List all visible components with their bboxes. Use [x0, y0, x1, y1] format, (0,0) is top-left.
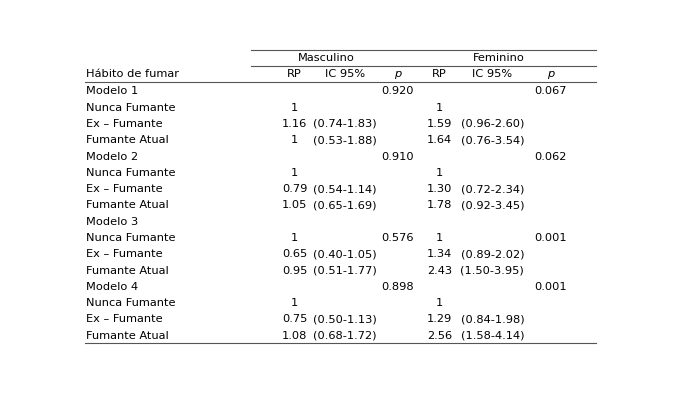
Text: 0.75: 0.75	[282, 314, 307, 324]
Text: Modelo 1: Modelo 1	[86, 86, 138, 96]
Text: 0.067: 0.067	[534, 86, 566, 96]
Text: (0.92-3.45): (0.92-3.45)	[460, 200, 524, 210]
Text: 1: 1	[291, 135, 299, 145]
Text: p: p	[547, 69, 554, 79]
Text: p: p	[394, 69, 401, 79]
Text: 0.062: 0.062	[534, 151, 566, 161]
Text: Nunca Fumante: Nunca Fumante	[86, 168, 175, 177]
Text: 1.34: 1.34	[427, 249, 452, 259]
Text: Ex – Fumante: Ex – Fumante	[86, 119, 163, 129]
Text: Ex – Fumante: Ex – Fumante	[86, 249, 163, 259]
Text: (0.72-2.34): (0.72-2.34)	[460, 184, 524, 194]
Text: IC 95%: IC 95%	[325, 69, 365, 79]
Text: 1: 1	[436, 102, 443, 112]
Text: 1: 1	[291, 233, 299, 243]
Text: 2.43: 2.43	[427, 265, 452, 275]
Text: (0.65-1.69): (0.65-1.69)	[313, 200, 377, 210]
Text: 1: 1	[291, 168, 299, 177]
Text: (0.50-1.13): (0.50-1.13)	[313, 314, 377, 324]
Text: 0.65: 0.65	[282, 249, 307, 259]
Text: 0.898: 0.898	[381, 281, 414, 291]
Text: Fumante Atual: Fumante Atual	[86, 200, 169, 210]
Text: Modelo 3: Modelo 3	[86, 216, 138, 226]
Text: Fumante Atual: Fumante Atual	[86, 135, 169, 145]
Text: Ex – Fumante: Ex – Fumante	[86, 184, 163, 194]
Text: (1.58-4.14): (1.58-4.14)	[460, 330, 524, 340]
Text: (0.74-1.83): (0.74-1.83)	[313, 119, 377, 129]
Text: 1: 1	[436, 233, 443, 243]
Text: 0.79: 0.79	[282, 184, 307, 194]
Text: Modelo 2: Modelo 2	[86, 151, 138, 161]
Text: (0.54-1.14): (0.54-1.14)	[313, 184, 377, 194]
Text: 0.95: 0.95	[282, 265, 307, 275]
Text: 1: 1	[291, 298, 299, 308]
Text: 1.29: 1.29	[427, 314, 452, 324]
Text: 1.59: 1.59	[427, 119, 452, 129]
Text: 0.001: 0.001	[534, 233, 566, 243]
Text: 1.78: 1.78	[427, 200, 452, 210]
Text: 1.08: 1.08	[282, 330, 307, 340]
Text: (1.50-3.95): (1.50-3.95)	[460, 265, 524, 275]
Text: 1.16: 1.16	[282, 119, 307, 129]
Text: 0.001: 0.001	[534, 281, 566, 291]
Text: Nunca Fumante: Nunca Fumante	[86, 298, 175, 308]
Text: (0.51-1.77): (0.51-1.77)	[313, 265, 377, 275]
Text: 1: 1	[436, 298, 443, 308]
Text: (0.40-1.05): (0.40-1.05)	[313, 249, 377, 259]
Text: (0.84-1.98): (0.84-1.98)	[460, 314, 524, 324]
Text: (0.89-2.02): (0.89-2.02)	[460, 249, 524, 259]
Text: Feminino: Feminino	[473, 53, 525, 63]
Text: Fumante Atual: Fumante Atual	[86, 265, 169, 275]
Text: 1: 1	[291, 102, 299, 112]
Text: 0.920: 0.920	[381, 86, 413, 96]
Text: 1: 1	[436, 168, 443, 177]
Text: Fumante Atual: Fumante Atual	[86, 330, 169, 340]
Text: Nunca Fumante: Nunca Fumante	[86, 102, 175, 112]
Text: 1.30: 1.30	[427, 184, 452, 194]
Text: Masculino: Masculino	[298, 53, 354, 63]
Text: Modelo 4: Modelo 4	[86, 281, 138, 291]
Text: 0.910: 0.910	[381, 151, 414, 161]
Text: (0.53-1.88): (0.53-1.88)	[313, 135, 377, 145]
Text: RP: RP	[288, 69, 302, 79]
Text: (0.96-2.60): (0.96-2.60)	[460, 119, 524, 129]
Text: Hábito de fumar: Hábito de fumar	[86, 69, 179, 79]
Text: 1.05: 1.05	[282, 200, 307, 210]
Text: (0.76-3.54): (0.76-3.54)	[460, 135, 524, 145]
Text: IC 95%: IC 95%	[473, 69, 513, 79]
Text: 2.56: 2.56	[427, 330, 452, 340]
Text: 1.64: 1.64	[427, 135, 452, 145]
Text: RP: RP	[432, 69, 447, 79]
Text: 0.576: 0.576	[381, 233, 413, 243]
Text: Nunca Fumante: Nunca Fumante	[86, 233, 175, 243]
Text: (0.68-1.72): (0.68-1.72)	[313, 330, 377, 340]
Text: Ex – Fumante: Ex – Fumante	[86, 314, 163, 324]
